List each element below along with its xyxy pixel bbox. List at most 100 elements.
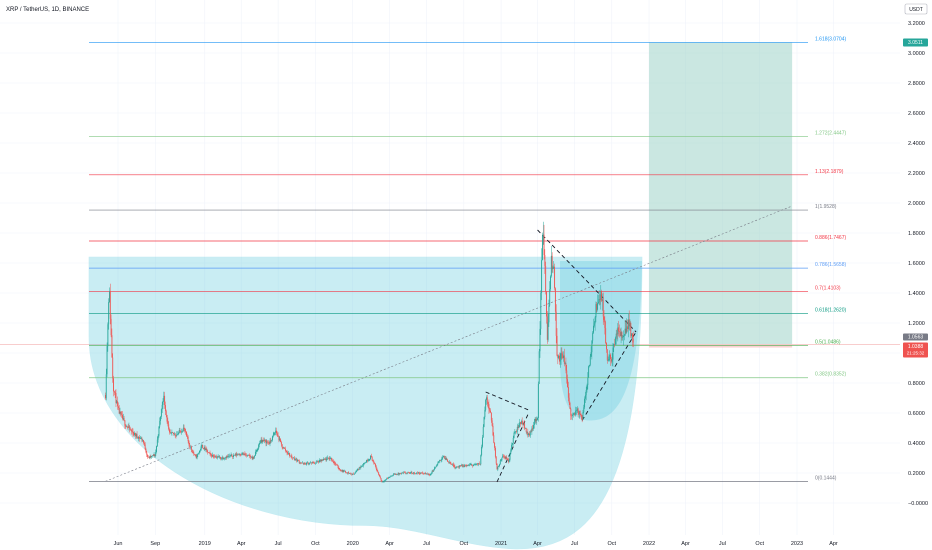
candle xyxy=(177,431,179,436)
candle xyxy=(277,432,279,437)
candle-body xyxy=(182,427,184,432)
candle-body xyxy=(438,461,440,463)
candle xyxy=(309,462,311,465)
candle xyxy=(518,422,520,429)
candle-body xyxy=(303,463,305,464)
candle xyxy=(152,453,154,456)
candle xyxy=(563,351,564,362)
candle-body xyxy=(614,343,616,345)
candle xyxy=(325,457,327,462)
candle-body xyxy=(421,472,423,474)
candle-body xyxy=(550,276,551,290)
candle xyxy=(197,453,199,458)
chart-title: XRP / TetherUS, 1D, BINANCE xyxy=(6,7,89,13)
candle-body xyxy=(535,419,537,421)
candle-body xyxy=(294,459,296,460)
y-tick-label: 2.2000 xyxy=(908,171,925,177)
candle-body xyxy=(588,366,590,378)
candle-body xyxy=(593,325,594,333)
candle xyxy=(515,431,517,435)
candle xyxy=(450,461,452,465)
candle xyxy=(256,448,258,453)
candle xyxy=(416,472,418,475)
candle xyxy=(559,352,561,368)
candle xyxy=(512,435,514,446)
candle-body xyxy=(591,340,593,353)
candle xyxy=(157,434,159,443)
candle-body xyxy=(315,461,317,463)
candle xyxy=(473,463,474,467)
candle-body xyxy=(366,460,367,463)
candle xyxy=(342,469,344,473)
candle-body xyxy=(285,450,287,452)
candle xyxy=(475,463,477,465)
currency-button[interactable]: USDT xyxy=(904,3,928,15)
candle-body xyxy=(107,324,109,347)
candle xyxy=(447,458,449,462)
fib-label-0-5: 0.5(1.0486) xyxy=(815,340,841,346)
candle-body xyxy=(202,445,204,449)
candle xyxy=(595,301,597,323)
candle xyxy=(177,431,179,436)
candle-body xyxy=(333,462,335,463)
candle xyxy=(162,398,164,410)
candle-body xyxy=(271,440,273,441)
candle xyxy=(537,381,539,422)
fib-label-0-786: 0.786(1.5658) xyxy=(815,262,846,268)
candle-body xyxy=(163,395,165,401)
candle-body xyxy=(464,465,466,467)
y-tick-label: −0.0000 xyxy=(908,501,928,507)
candle-body xyxy=(289,453,290,456)
candle xyxy=(495,456,497,465)
candle-body xyxy=(513,432,515,438)
candle-body xyxy=(384,479,386,482)
candle xyxy=(234,453,236,457)
candle-body xyxy=(574,413,576,415)
price-scale-bg[interactable] xyxy=(900,0,932,550)
candle xyxy=(563,348,565,367)
candle xyxy=(407,471,409,475)
candle-body xyxy=(434,466,436,468)
candle-body xyxy=(416,472,418,474)
candle xyxy=(361,464,363,467)
candle-body xyxy=(559,358,561,362)
candle-body xyxy=(504,456,506,459)
candle xyxy=(134,432,136,439)
candle-body xyxy=(494,447,496,457)
candle-body xyxy=(525,427,527,433)
candle-body xyxy=(607,360,609,361)
candle xyxy=(200,444,202,451)
candle-body xyxy=(376,469,378,472)
candle xyxy=(123,415,125,422)
candle-body xyxy=(481,437,483,447)
candle xyxy=(238,452,240,456)
candle xyxy=(440,459,442,463)
candle xyxy=(625,320,627,335)
candle-body xyxy=(400,473,401,474)
candle-body xyxy=(529,431,531,436)
candle-body xyxy=(173,432,174,434)
candle xyxy=(481,444,483,457)
candle xyxy=(364,462,366,464)
candle xyxy=(296,457,298,463)
candle-body xyxy=(596,304,598,310)
candle-body xyxy=(396,473,397,475)
candle xyxy=(418,471,420,475)
candle xyxy=(556,328,558,357)
candle-body xyxy=(307,462,309,465)
candle xyxy=(533,421,534,431)
candle xyxy=(253,456,255,460)
candle-body xyxy=(273,433,275,435)
candle xyxy=(560,347,562,365)
candle xyxy=(569,401,571,410)
candle xyxy=(624,320,626,336)
candle xyxy=(476,463,478,466)
candle xyxy=(527,428,529,438)
candle xyxy=(349,472,350,474)
candle-body xyxy=(455,467,457,469)
candle-body xyxy=(282,447,284,449)
candle-body xyxy=(318,461,320,463)
candle-body xyxy=(316,461,318,463)
candle xyxy=(391,475,393,477)
